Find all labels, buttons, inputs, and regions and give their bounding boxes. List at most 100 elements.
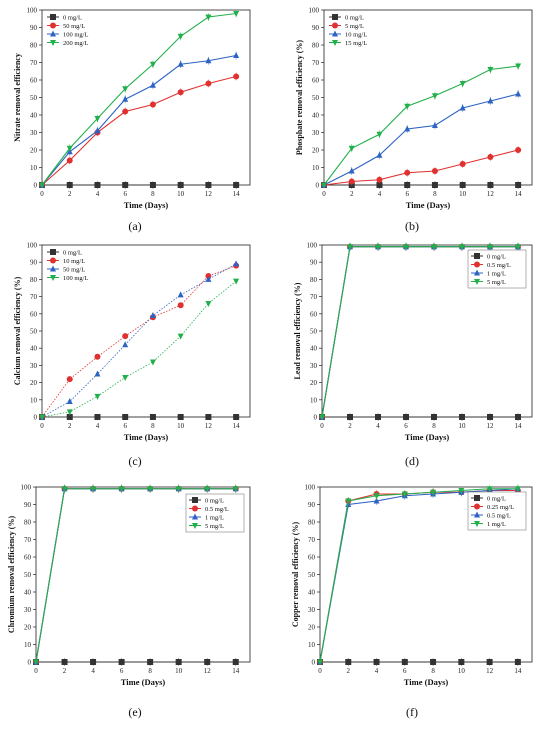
series-line [323, 65, 519, 186]
y-tick-label: 90 [312, 24, 320, 32]
series-2 [321, 146, 522, 188]
data-point [515, 147, 522, 153]
legend-label: 0.5 mg/L [487, 513, 511, 520]
y-tick-label: 20 [30, 147, 38, 155]
data-point [122, 414, 129, 420]
data-point [373, 497, 380, 504]
y-tick-label: 100 [307, 242, 318, 250]
y-tick-label: 90 [30, 259, 38, 267]
data-point [61, 486, 68, 493]
panel-label: (f) [406, 705, 418, 719]
y-tick-label: 50 [312, 94, 320, 102]
data-point [233, 73, 240, 80]
series-line [41, 263, 237, 418]
data-point [118, 486, 125, 493]
data-point [149, 312, 156, 319]
chart-panel-1: 0 10 20 30 40 50 60 70 80 90 100 0 2 4 6 8 10 12 14 Time (D… [13, 7, 251, 233]
data-point [514, 486, 521, 493]
data-point [118, 659, 125, 665]
x-tick-label: 14 [233, 190, 241, 198]
y-axis-title: Copper removal efficiency (%) [291, 522, 300, 628]
y-tick-label: 20 [312, 147, 320, 155]
x-tick-label: 0 [40, 422, 44, 430]
data-point [177, 302, 184, 309]
y-tick-label: 30 [308, 606, 316, 614]
data-point [403, 244, 409, 251]
y-tick-label: 30 [24, 606, 32, 614]
y-tick-label: 100 [27, 242, 38, 250]
data-point [149, 81, 156, 88]
legend-label: 0 mg/L [345, 15, 364, 22]
data-point [177, 414, 184, 420]
y-axis-title: Nitrate removal efficiency [13, 53, 22, 142]
y-tick-label: 40 [312, 112, 320, 120]
series-line [319, 488, 518, 663]
series-1 [33, 658, 239, 666]
y-tick-label: 40 [24, 589, 32, 597]
data-point [515, 414, 521, 420]
data-point [317, 659, 323, 666]
y-tick-label: 80 [308, 519, 316, 527]
data-point [66, 157, 73, 164]
data-point [515, 244, 521, 251]
x-tick-label: 0 [322, 190, 326, 198]
data-point [94, 414, 101, 420]
x-tick-label: 10 [459, 422, 467, 430]
y-tick-label: 0 [314, 414, 318, 422]
panel-label: (b) [405, 219, 419, 233]
x-tick-label: 4 [96, 422, 100, 430]
legend-swatch-marker [192, 513, 198, 520]
data-point [431, 93, 438, 100]
panel-label: (a) [128, 219, 141, 233]
y-tick-label: 90 [30, 24, 38, 32]
y-tick-label: 40 [30, 345, 38, 353]
x-tick-label: 2 [68, 190, 72, 198]
chart-panel-2: 0 10 20 30 40 50 60 70 80 90 100 0 2 4 6 8 10 12 14 Time (D… [295, 7, 533, 233]
data-point [373, 659, 380, 665]
x-tick-label: 6 [403, 667, 407, 675]
y-tick-label: 60 [308, 554, 316, 562]
y-tick-label: 80 [312, 42, 320, 50]
legend-label: 1 mg/L [487, 271, 506, 278]
legend-label: 200 mg/L [63, 40, 88, 47]
legend-swatch-marker [50, 249, 56, 255]
legend-swatch-marker [50, 265, 56, 272]
x-tick-label: 2 [68, 422, 72, 430]
legend-swatch-marker [332, 30, 338, 37]
data-point [515, 90, 522, 97]
data-point [486, 486, 493, 493]
series-4 [319, 242, 521, 421]
data-point [122, 108, 129, 115]
y-tick-label: 70 [308, 536, 316, 544]
data-point [175, 486, 182, 493]
legend-label: 0 mg/L [205, 498, 224, 505]
y-tick-label: 50 [310, 328, 318, 336]
legend-swatch-marker [474, 521, 480, 527]
panel-label: (e) [128, 705, 141, 719]
legend-label: 1 mg/L [487, 521, 506, 528]
x-tick-label: 10 [177, 190, 185, 198]
chart-panel-4: 0 10 20 30 40 50 60 70 80 90 100 0 2 4 6 8 10 12 14 Time (D… [293, 242, 533, 468]
data-point [487, 244, 493, 251]
data-point [376, 131, 383, 138]
data-point [348, 178, 355, 185]
data-point [177, 89, 184, 96]
data-point [459, 244, 465, 251]
data-point [459, 81, 466, 87]
data-point [347, 414, 353, 420]
data-point [205, 57, 212, 64]
y-tick-label: 40 [30, 112, 38, 120]
legend-swatch-marker [50, 22, 56, 29]
series-1 [39, 414, 240, 420]
y-tick-label: 0 [28, 659, 32, 667]
y-tick-label: 10 [310, 396, 318, 404]
data-point [122, 95, 129, 102]
y-tick-label: 90 [310, 259, 318, 267]
data-point [487, 182, 494, 188]
y-tick-label: 100 [21, 484, 32, 492]
legend-label: 5 mg/L [487, 279, 506, 286]
data-point [375, 244, 381, 251]
data-point [90, 486, 97, 493]
data-point [459, 104, 466, 111]
